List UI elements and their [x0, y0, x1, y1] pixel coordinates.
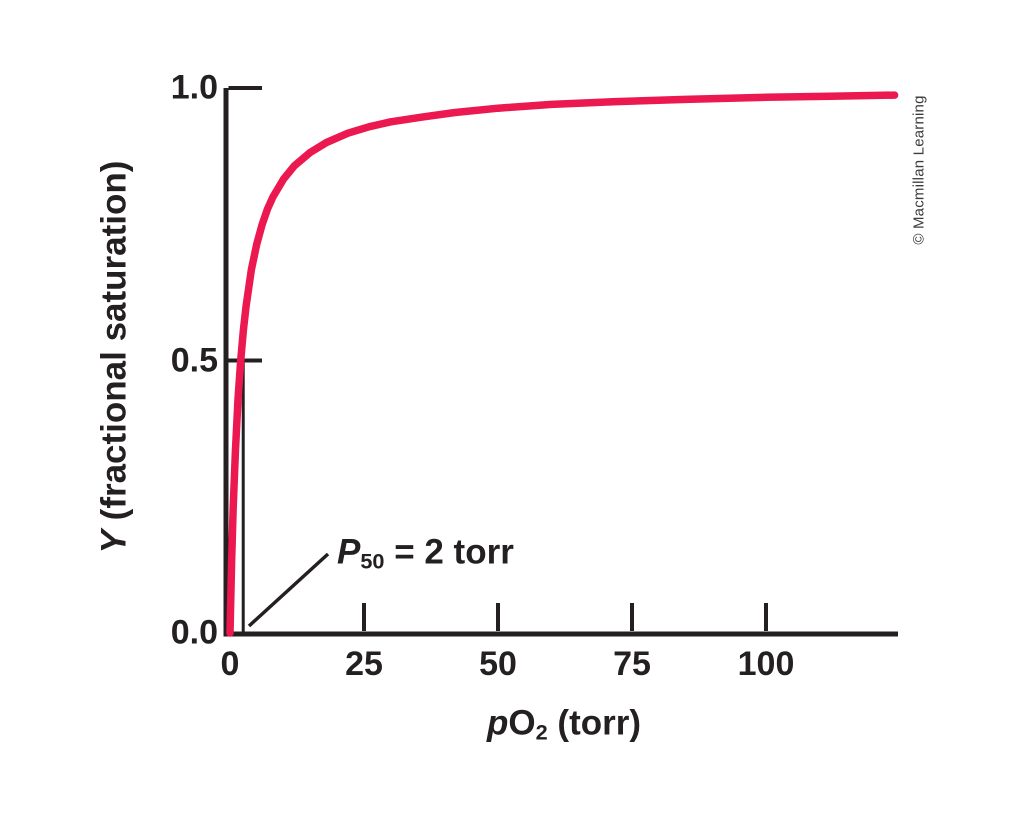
y-tick-label-1.0: 1.0	[170, 68, 218, 107]
binding-curve	[226, 91, 899, 637]
x-axis-title-main: O	[508, 703, 536, 743]
y-tick-label-0.5: 0.5	[170, 340, 218, 379]
x-axis-title-symbol: p	[487, 703, 509, 743]
x-tick-label-50: 50	[479, 645, 517, 683]
p50-symbol: P	[337, 532, 361, 572]
p50-leader-line	[247, 552, 330, 628]
x-axis-title: pO2 (torr)	[487, 703, 641, 745]
x-tick-label-75: 75	[613, 645, 651, 683]
y-axis-title-symbol: Y	[94, 530, 134, 554]
x-axis-title-subscript: 2	[535, 719, 548, 745]
y-axis-title: Y (fractional saturation)	[94, 160, 134, 554]
copyright-credit: © Macmillan Learning	[910, 95, 928, 245]
p50-value-text: = 2 torr	[384, 532, 514, 572]
y-axis-title-text: (fractional saturation)	[94, 160, 134, 531]
x-axis-title-units: (torr)	[547, 703, 641, 743]
p50-subscript: 50	[360, 548, 385, 574]
x-tick-label-25: 25	[345, 645, 383, 683]
x-tick-label-0: 0	[220, 645, 240, 683]
p50-annotation-label: P50 = 2 torr	[337, 532, 514, 574]
x-tick-label-100: 100	[737, 645, 795, 683]
y-tick-label-0.0: 0.0	[170, 613, 218, 652]
